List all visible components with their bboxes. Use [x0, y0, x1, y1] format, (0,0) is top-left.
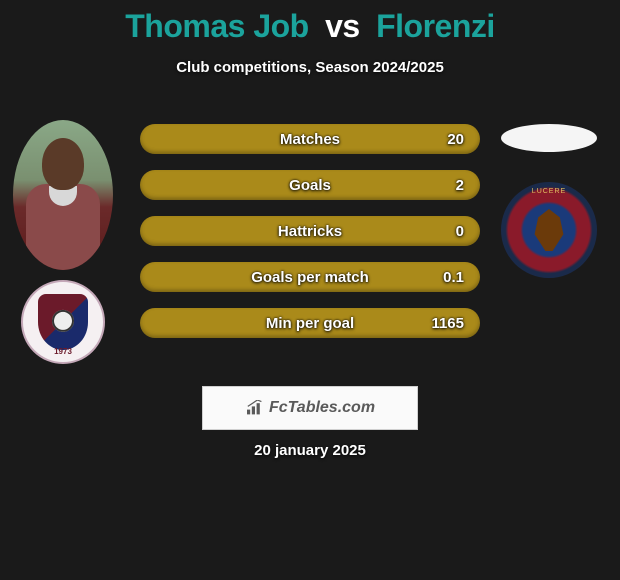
- stat-label: Hattricks: [278, 223, 342, 240]
- player1-name: Thomas Job: [125, 8, 308, 44]
- stat-value: 0: [456, 223, 464, 240]
- source-text: FcTables.com: [269, 399, 375, 417]
- player2-club-badge: LUCERE: [501, 182, 597, 278]
- player2-name: Florenzi: [376, 8, 495, 44]
- source-attribution: FcTables.com: [202, 386, 418, 430]
- stat-bar: Hattricks 0: [140, 216, 480, 246]
- club1-year: 1973: [54, 347, 72, 356]
- stat-label: Goals: [289, 177, 331, 194]
- stat-label: Min per goal: [266, 315, 354, 332]
- stat-bar: Matches 20: [140, 124, 480, 154]
- stats-bars: Matches 20 Goals 2 Hattricks 0 Goals per…: [140, 124, 480, 338]
- vs-separator: vs: [325, 8, 360, 44]
- stat-value: 1165: [431, 315, 464, 332]
- stat-value: 20: [447, 131, 464, 148]
- stat-bar: Goals 2: [140, 170, 480, 200]
- player1-column: 1973: [8, 120, 118, 364]
- player2-photo-placeholder: [501, 124, 597, 152]
- player2-column: LUCERE: [494, 124, 604, 278]
- subtitle: Club competitions, Season 2024/2025: [0, 59, 620, 76]
- stat-bar: Min per goal 1165: [140, 308, 480, 338]
- page-title: Thomas Job vs Florenzi: [0, 0, 620, 45]
- stat-label: Goals per match: [251, 269, 369, 286]
- stat-value: 0.1: [443, 269, 464, 286]
- player1-photo: [13, 120, 113, 270]
- stat-label: Matches: [280, 131, 340, 148]
- club2-arc-text: LUCERE: [532, 188, 566, 195]
- stat-bar: Goals per match 0.1: [140, 262, 480, 292]
- date-text: 20 january 2025: [254, 442, 366, 459]
- stat-value: 2: [456, 177, 464, 194]
- chart-icon: [245, 400, 265, 416]
- player1-club-badge: 1973: [21, 280, 105, 364]
